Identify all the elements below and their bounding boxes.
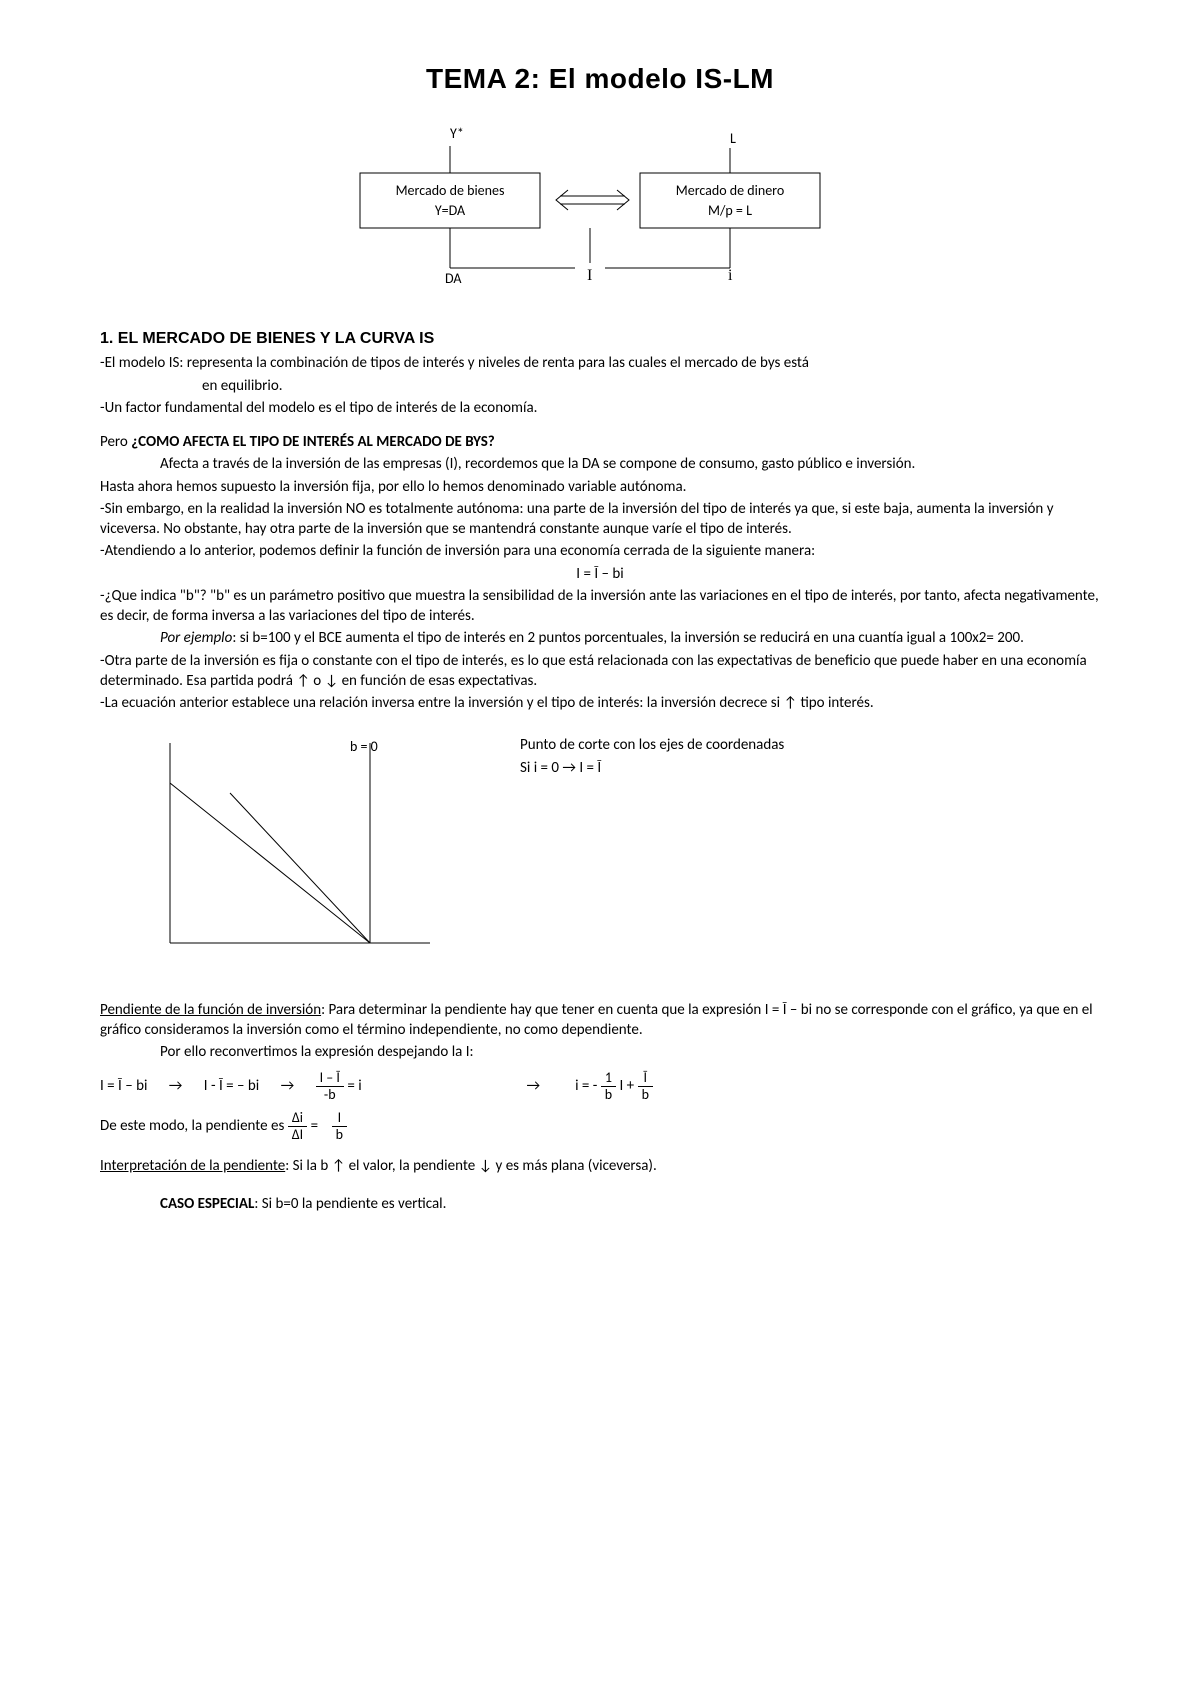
arrow-icon: → bbox=[526, 1077, 540, 1095]
svg-text:Mercado de bienes: Mercado de bienes bbox=[396, 182, 505, 199]
p-atendiendo: -Atendiendo a lo anterior, podemos defin… bbox=[100, 541, 1100, 561]
eq-s1: I = Ī – bi bbox=[100, 1077, 147, 1095]
svg-text:b = 0: b = 0 bbox=[350, 738, 378, 755]
p-ecuacion: -La ecuación anterior establece una rela… bbox=[100, 693, 1100, 713]
ej-rest: : si b=100 y el BCE aumenta el tipo de i… bbox=[232, 629, 1024, 647]
eq-s4a: i = - bbox=[575, 1077, 601, 1095]
eq-frac2: 1b bbox=[601, 1070, 616, 1102]
slope-frac2: Ib bbox=[332, 1110, 347, 1142]
svg-text:i: i bbox=[728, 267, 733, 284]
ej-pre: Por ejemplo bbox=[160, 629, 232, 647]
svg-text:I: I bbox=[587, 267, 592, 284]
slope-pre: De este modo, la pendiente es bbox=[100, 1117, 288, 1135]
p-modelo-is-1: -El modelo IS: representa la combinación… bbox=[100, 353, 1100, 373]
pend-u: Pendiente de la función de inversión bbox=[100, 1001, 321, 1019]
section-1-heading: 1. EL MERCADO DE BIENES Y LA CURVA IS bbox=[100, 328, 1100, 350]
chart-note-1: Punto de corte con los ejes de coordenad… bbox=[520, 735, 784, 755]
slope-eq: = bbox=[311, 1117, 322, 1135]
caso-bold: CASO ESPECIAL bbox=[160, 1195, 254, 1213]
p-afecta: Afecta a través de la inversión de las e… bbox=[100, 454, 1100, 474]
arrow-icon: → bbox=[169, 1077, 183, 1095]
interp-rest: : Si la b ↑ el valor, la pendiente ↓ y e… bbox=[285, 1157, 657, 1175]
eq-frac1: I – Ī-b bbox=[316, 1070, 344, 1102]
svg-text:M/p = L: M/p = L bbox=[708, 202, 752, 219]
svg-text:DA: DA bbox=[445, 270, 462, 287]
q-pre: Pero bbox=[100, 433, 131, 451]
p-sin-embargo: -Sin embargo, en la realidad la inversió… bbox=[100, 499, 1100, 540]
arrow-icon: → bbox=[281, 1077, 295, 1095]
p-reconvertimos: Por ello reconvertimos la expresión desp… bbox=[100, 1042, 1100, 1062]
svg-text:L: L bbox=[730, 130, 736, 147]
svg-text:Mercado de dinero: Mercado de dinero bbox=[676, 182, 784, 199]
p-ejemplo: Por ejemplo: si b=100 y el BCE aumenta e… bbox=[100, 628, 1100, 648]
page-title: TEMA 2: El modelo IS-LM bbox=[100, 60, 1100, 98]
eq-s2: I - Ī = – bi bbox=[204, 1077, 259, 1095]
question-line: Pero ¿COMO AFECTA EL TIPO DE INTERÉS AL … bbox=[100, 432, 1100, 452]
market-diagram: Y* L Mercado de bienes Y=DA Mercado de d… bbox=[330, 118, 850, 298]
p-interpretacion: Interpretación de la pendiente: Si la b … bbox=[100, 1156, 1100, 1176]
q-bold: ¿COMO AFECTA EL TIPO DE INTERÉS AL MERCA… bbox=[131, 433, 495, 451]
svg-text:Y=DA: Y=DA bbox=[435, 202, 466, 219]
p-otra-parte: -Otra parte de la inversión es fija o co… bbox=[100, 651, 1100, 692]
eq-frac3: Īb bbox=[638, 1070, 653, 1102]
p-caso-especial: CASO ESPECIAL: Si b=0 la pendiente es ve… bbox=[100, 1194, 1100, 1214]
p-modelo-is-2: en equilibrio. bbox=[100, 376, 1100, 396]
slope-row: De este modo, la pendiente es ΔiΔI = Ib bbox=[100, 1110, 1100, 1142]
slope-frac1: ΔiΔI bbox=[288, 1110, 307, 1142]
eq-s4b: I + bbox=[620, 1077, 638, 1095]
svg-text:Y*: Y* bbox=[450, 125, 464, 142]
investment-chart: b = 0 bbox=[140, 733, 440, 963]
p-factor: -Un factor fundamental del modelo es el … bbox=[100, 398, 1100, 418]
p-hasta: Hasta ahora hemos supuesto la inversión … bbox=[100, 477, 1100, 497]
p-que-indica-b: -¿Que indica "b"? "b" es un parámetro po… bbox=[100, 586, 1100, 627]
interp-u: Interpretación de la pendiente bbox=[100, 1157, 285, 1175]
chart-note-2: Si i = 0 → I = Ī bbox=[520, 758, 784, 778]
caso-rest: : Si b=0 la pendiente es vertical. bbox=[254, 1195, 446, 1213]
eq-eqi: = i bbox=[347, 1077, 361, 1095]
p-pendiente: Pendiente de la función de inversión: Pa… bbox=[100, 1000, 1100, 1041]
formula-investment: I = Ī – bi bbox=[100, 564, 1100, 584]
equation-row: I = Ī – bi → I - Ī = – bi → I – Ī-b = i … bbox=[100, 1070, 1100, 1102]
